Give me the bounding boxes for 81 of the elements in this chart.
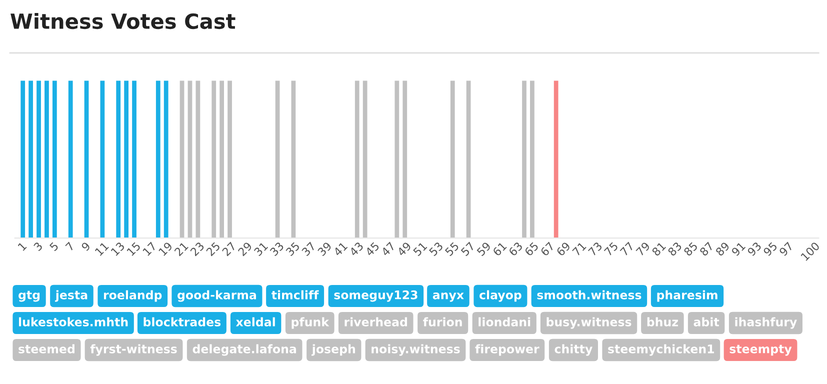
- x-tick-label: 85: [683, 242, 698, 256]
- x-tick-label: 15: [126, 242, 141, 256]
- text: fyrst-witness: [90, 344, 177, 356]
- x-tick-label: 41: [333, 242, 348, 256]
- text: gtg: [18, 290, 40, 302]
- x-tick-label: 37: [301, 242, 316, 256]
- text: clayop: [480, 290, 522, 302]
- text: roelandp: [104, 290, 162, 302]
- x-tick-label: 27: [222, 242, 236, 256]
- x-tick-label: 67: [540, 242, 555, 256]
- text: xeldal: [236, 317, 275, 326]
- x-tick-label: 100: [800, 242, 820, 262]
- x-tick-label: 33: [269, 242, 284, 256]
- x-tick-label: 63: [508, 242, 523, 256]
- text: abit: [694, 317, 720, 326]
- text: timcliff: [272, 290, 319, 300]
- x-tick-label: 21: [174, 242, 188, 256]
- text: riverhead: [344, 317, 407, 326]
- x-tick-label: 61: [492, 242, 507, 256]
- x-tick-label: 71: [572, 242, 586, 256]
- x-tick-label: 11: [94, 242, 109, 256]
- x-tick-label: 53: [428, 242, 444, 256]
- chart-title: Witness Votes Cast: [10, 12, 236, 30]
- x-tick-label: 83: [667, 242, 682, 256]
- x-tick-label: 25: [206, 242, 220, 256]
- x-tick-label: 79: [636, 242, 650, 256]
- x-tick-label: 43: [348, 242, 364, 257]
- text: someguy123: [334, 290, 418, 302]
- x-tick-label: 9: [80, 242, 91, 252]
- text: good-karma: [178, 290, 256, 302]
- x-tick-label: 93: [746, 242, 762, 256]
- x-tick-label: 81: [651, 242, 666, 256]
- x-tick-label: 29: [238, 242, 252, 256]
- text: steemed: [18, 344, 74, 354]
- text: busy.witness: [546, 317, 632, 329]
- x-tick-label: 1: [18, 242, 27, 251]
- text: pharesim: [657, 290, 718, 302]
- x-tick-label: 89: [715, 242, 730, 256]
- x-tick-label: 17: [142, 242, 157, 256]
- text: joseph: [311, 344, 355, 356]
- text: delegate.lafona: [192, 344, 296, 356]
- x-tick-label: 59: [476, 242, 492, 256]
- text: blocktrades: [144, 317, 221, 326]
- x-tick-label: 23: [190, 242, 205, 256]
- x-tick-label: 77: [620, 242, 634, 256]
- x-tick-label: 65: [524, 242, 539, 256]
- x-tick-label: 39: [317, 242, 332, 256]
- x-tick-label: 49: [396, 242, 412, 257]
- text: jesta: [54, 290, 88, 302]
- x-tick-label: 13: [110, 242, 125, 256]
- text: steempty: [730, 344, 792, 356]
- text: anyx: [432, 292, 464, 302]
- x-tick-label: 55: [444, 242, 460, 256]
- x-tick-label: 97: [778, 242, 794, 256]
- text: bhuz: [647, 317, 678, 326]
- x-tick-label: 35: [285, 242, 300, 256]
- text: firepower: [475, 344, 540, 356]
- x-tick-label: 69: [556, 242, 571, 256]
- text: liondani: [478, 317, 530, 326]
- text: lukestokes.mhth: [18, 317, 128, 326]
- x-tick-label: 51: [412, 242, 428, 256]
- x-tick-label: 5: [49, 242, 59, 252]
- x-tick-label: 19: [158, 242, 173, 256]
- x-tick-label: 3: [33, 242, 43, 252]
- text: steemychicken1: [608, 344, 714, 356]
- x-tick-label: 73: [588, 242, 603, 256]
- text: pfunk: [292, 317, 330, 329]
- x-tick-label: 31: [254, 242, 268, 256]
- text: chitty: [554, 344, 592, 356]
- text: noisy.witness: [372, 344, 460, 356]
- x-tick-label: 91: [730, 242, 746, 256]
- x-tick-label: 47: [380, 242, 396, 256]
- x-tick-label: 95: [762, 242, 778, 256]
- x-tick-label: 75: [604, 242, 618, 256]
- x-tick-label: 57: [460, 242, 476, 256]
- x-tick-label: 87: [699, 242, 714, 256]
- x-tick-label: 7: [65, 242, 75, 252]
- text: ihashfury: [735, 317, 797, 329]
- x-tick-label: 45: [364, 242, 380, 257]
- text: furion: [423, 317, 462, 326]
- text: smooth.witness: [537, 290, 642, 300]
